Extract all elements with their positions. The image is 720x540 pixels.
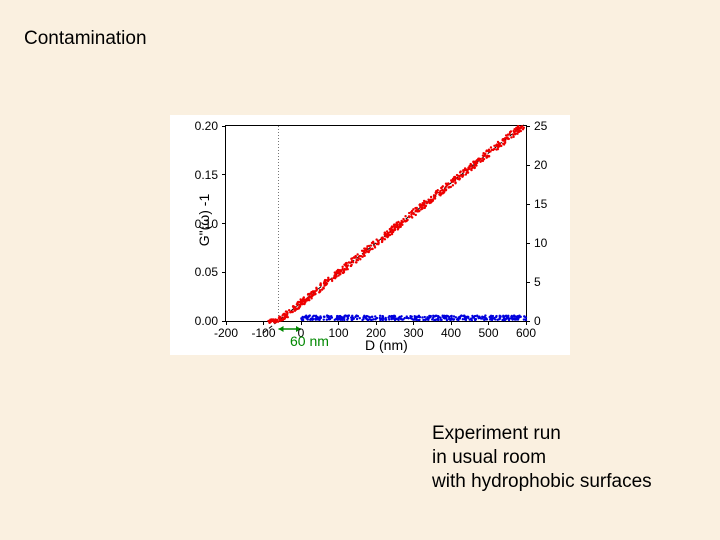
x-tick-label: 600 — [516, 326, 536, 340]
x-tick-label: 500 — [478, 326, 498, 340]
page-title: Contamination — [24, 28, 147, 50]
x-tick-label: 400 — [441, 326, 461, 340]
plot-area: 0.000.050.100.150.200510152025-200-10001… — [225, 125, 527, 322]
x-tick-label: -100 — [251, 326, 275, 340]
y-left-tick-label: 0.05 — [195, 265, 218, 279]
plot-svg — [226, 126, 526, 321]
y-right-tick-label: 5 — [534, 275, 541, 289]
x-tick-label: 100 — [328, 326, 348, 340]
y-right-tick-label: 20 — [534, 158, 547, 172]
x-tick-label: -200 — [214, 326, 238, 340]
y-right-tick-label: 25 — [534, 119, 547, 133]
y-right-tick-label: 15 — [534, 197, 547, 211]
x-axis-title: D (nm) — [365, 337, 408, 353]
y-left-tick-label: 0.15 — [195, 168, 218, 182]
caption: Experiment run in usual room with hydrop… — [432, 422, 652, 493]
caption-line: with hydrophobic surfaces — [432, 470, 652, 494]
chart-panel: G"(ω) -1 Force statique (µN) 0.000.050.1… — [170, 115, 570, 355]
caption-line: Experiment run — [432, 422, 652, 446]
y-left-tick-label: 0.10 — [195, 217, 218, 231]
y-left-tick-label: 0.20 — [195, 119, 218, 133]
y-right-tick-label: 10 — [534, 236, 547, 250]
caption-line: in usual room — [432, 446, 652, 470]
sixty-nm-annotation: 60 nm — [290, 333, 329, 349]
